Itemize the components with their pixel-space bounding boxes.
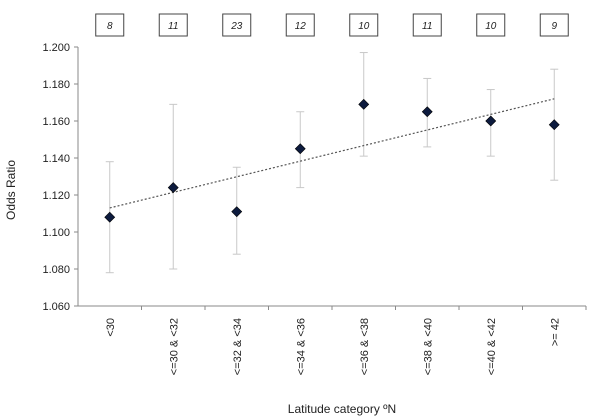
count-label: 10 <box>485 21 497 32</box>
x-tick-label: <=40 & <42 <box>486 318 498 375</box>
count-label: 11 <box>168 21 178 32</box>
count-box <box>476 13 506 37</box>
count-label: 12 <box>295 21 307 32</box>
data-point <box>231 206 243 218</box>
data-point <box>421 106 433 118</box>
y-tick-label: 1.120 <box>42 190 70 202</box>
data-point <box>548 119 560 131</box>
count-label: 10 <box>358 21 370 32</box>
x-tick-label: <=36 & <38 <box>359 318 371 375</box>
count-box <box>285 13 315 37</box>
count-box <box>412 13 442 37</box>
x-tick-label: <30 <box>105 318 117 337</box>
count-label: 11 <box>422 21 432 32</box>
data-point <box>167 182 179 194</box>
data-point <box>485 115 497 127</box>
count-box <box>349 13 379 37</box>
y-axis-title: Odds Ratio <box>4 160 18 220</box>
count-box <box>222 13 252 37</box>
y-tick-label: 1.160 <box>42 116 70 128</box>
y-tick-label: 1.200 <box>42 42 70 54</box>
y-axis-ticks: 1.060 1.080 1.100 1.120 1.140 1.160 1.180 1.200 <box>42 42 78 313</box>
y-tick-label: 1.100 <box>42 227 70 239</box>
count-box <box>539 13 569 37</box>
x-tick-label: <=34 & <36 <box>295 318 307 375</box>
data-point <box>358 98 370 110</box>
y-tick-label: 1.080 <box>42 264 70 276</box>
count-label: 23 <box>230 21 243 32</box>
x-axis-title: Latitude category ºN <box>288 402 396 416</box>
x-tick-label: <=38 & <40 <box>422 318 434 375</box>
error-bars <box>105 52 559 274</box>
count-box <box>95 13 125 37</box>
y-tick-label: 1.060 <box>42 301 70 313</box>
x-tick-label: >= 42 <box>549 318 561 346</box>
data-point <box>294 143 306 155</box>
x-tick-label: <=32 & <34 <box>232 318 244 375</box>
trendline <box>109 98 555 209</box>
y-tick-label: 1.180 <box>42 79 70 91</box>
count-label: 9 <box>551 21 557 32</box>
count-label: 8 <box>107 21 113 32</box>
count-boxes: 8 11 23 12 10 11 10 9 <box>95 13 569 37</box>
data-points <box>104 98 560 223</box>
data-point <box>104 211 116 223</box>
count-box <box>158 13 188 37</box>
y-tick-label: 1.140 <box>42 153 70 165</box>
x-axis-ticks: <30 <=30 & <32 <=32 & <34 <=34 & <36 <=36 & … <box>105 306 587 375</box>
x-tick-label: <=30 & <32 <box>168 318 180 375</box>
